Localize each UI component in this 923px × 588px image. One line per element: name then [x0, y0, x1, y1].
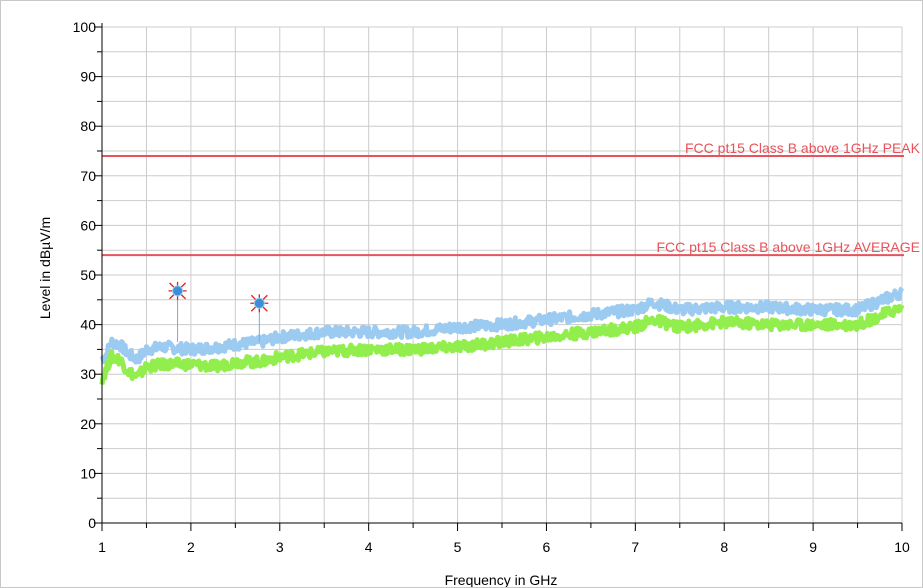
y-tick-label: 30 [80, 366, 96, 382]
series-layer [99, 286, 905, 385]
x-tick-label: 6 [543, 539, 551, 555]
x-tick-label: 7 [631, 539, 639, 555]
y-tick-label: 50 [80, 267, 96, 283]
x-tick-label: 1 [98, 539, 106, 555]
x-tick-label: 10 [894, 539, 910, 555]
y-tick-label: 0 [88, 515, 96, 531]
y-axis-title: Level in dBµV/m [37, 217, 53, 319]
axes: 0 10 20 30 40 50 60 70 80 90 100 1 2 3 4 5 6 7 8 9 10 [73, 19, 910, 555]
series-line-2 [99, 304, 905, 385]
x-axis-title: Frequency in GHz [445, 572, 558, 587]
y-tick-label: 90 [80, 69, 96, 85]
y-tick-label: 10 [80, 465, 96, 481]
limit-lines: FCC pt15 Class B above 1GHz PEAK FCC pt15… [102, 140, 921, 257]
limit-line-label-2: FCC pt15 Class B above 1GHz AVERAGE [656, 239, 920, 255]
markers [168, 281, 269, 342]
y-tick-label: 80 [80, 118, 96, 134]
y-tick-label: 60 [80, 217, 96, 233]
x-tick-label: 8 [720, 539, 728, 555]
marker-dot [253, 297, 265, 309]
y-tick-label: 20 [80, 416, 96, 432]
series-line-1 [99, 286, 905, 365]
y-tick-label: 40 [80, 317, 96, 333]
y-tick-label: 70 [80, 168, 96, 184]
x-tick-label: 2 [187, 539, 195, 555]
y-tick-label: 100 [73, 19, 97, 35]
marker-dot [172, 285, 184, 297]
marker-1 [168, 281, 187, 300]
x-tick-label: 5 [454, 539, 462, 555]
x-tick-label: 4 [365, 539, 373, 555]
grid [102, 26, 903, 523]
x-tick-label: 3 [276, 539, 284, 555]
limit-line-label-1: FCC pt15 Class B above 1GHz PEAK [685, 140, 921, 156]
marker-2 [250, 294, 269, 313]
x-tick-label: 9 [809, 539, 817, 555]
